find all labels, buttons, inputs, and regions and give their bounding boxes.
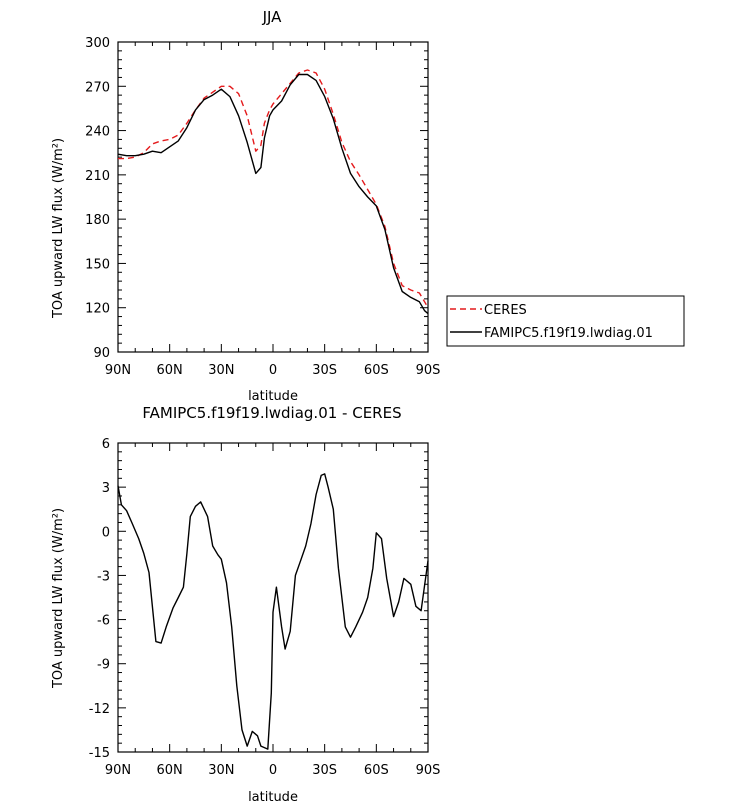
top-series-line-famipc5-f19f19-lwdiag-01 [117, 73, 429, 315]
bottom-y-tick-label: -9 [97, 658, 110, 673]
top-x-tick-label: 90S [416, 363, 441, 378]
bottom-x-tick-label: 90N [105, 763, 131, 778]
top-y-axis-label: TOA upward LW flux (W/m²) [51, 138, 66, 319]
bottom-series-line-difference [117, 473, 429, 750]
bottom-x-tick-label: 60S [364, 763, 389, 778]
bottom-x-tick-label: 60N [157, 763, 183, 778]
top-y-tick-label: 270 [85, 80, 110, 95]
bottom-x-axis-label: latitude [248, 790, 298, 805]
bottom-y-tick-label: 0 [102, 525, 110, 540]
legend-box [446, 295, 685, 347]
legend-label-model: FAMIPC5.f19f19.lwdiag.01 [484, 326, 653, 341]
top-series-line-ceres [118, 69, 429, 309]
bottom-y-tick-label: -6 [97, 614, 110, 629]
top-x-tick-label: 60S [364, 363, 389, 378]
top-y-tick-label: 150 [85, 257, 110, 272]
bottom-y-tick-label: -12 [89, 702, 110, 717]
top-x-tick-label: 0 [269, 363, 277, 378]
legend: CERES FAMIPC5.f19f19.lwdiag.01 [446, 295, 685, 347]
top-x-axis-label: latitude [248, 389, 298, 404]
bottom-y-tick-label: -15 [89, 746, 110, 761]
bottom-axis-ticks: -15 -12 -9 -6 -3 0 3 6 90N 60N 30N 0 30S 60S 90S [89, 437, 441, 778]
bottom-plot-frame [117, 442, 429, 753]
bottom-y-tick-label: 3 [102, 481, 110, 496]
top-y-tick-label: 180 [85, 213, 110, 228]
top-y-tick-label: 300 [85, 36, 110, 51]
bottom-series-lines [117, 473, 429, 750]
top-y-tick-label: 240 [85, 125, 110, 140]
top-y-tick-label: 90 [93, 346, 110, 361]
bottom-x-tick-label: 0 [269, 763, 277, 778]
top-plot-frame [117, 41, 429, 353]
top-panel: JJA 90 120 150 180 210 240 270 300 90N 60N 30N 0 30S… [51, 8, 440, 404]
bottom-x-tick-label: 30N [208, 763, 234, 778]
top-x-tick-label: 90N [105, 363, 131, 378]
top-chart-title: JJA [262, 8, 283, 26]
bottom-chart-title: FAMIPC5.f19f19.lwdiag.01 - CERES [142, 404, 401, 422]
top-x-tick-label: 30N [208, 363, 234, 378]
top-series-lines [117, 69, 429, 315]
top-x-tick-label: 30S [312, 363, 337, 378]
bottom-x-tick-label: 30S [312, 763, 337, 778]
bottom-y-axis-label: TOA upward LW flux (W/m²) [51, 508, 66, 689]
bottom-x-tick-label: 90S [416, 763, 441, 778]
bottom-y-tick-label: -3 [97, 569, 110, 584]
top-axis-ticks: 90 120 150 180 210 240 270 300 90N 60N 30N 0 30S 60S 9… [85, 36, 440, 378]
legend-label-ceres: CERES [484, 303, 527, 318]
top-y-tick-label: 210 [85, 169, 110, 184]
bottom-panel: FAMIPC5.f19f19.lwdiag.01 - CERES -15-12-… [51, 404, 440, 805]
top-y-tick-label: 120 [85, 302, 110, 317]
bottom-y-tick-label: 6 [102, 437, 110, 452]
top-x-tick-label: 60N [157, 363, 183, 378]
